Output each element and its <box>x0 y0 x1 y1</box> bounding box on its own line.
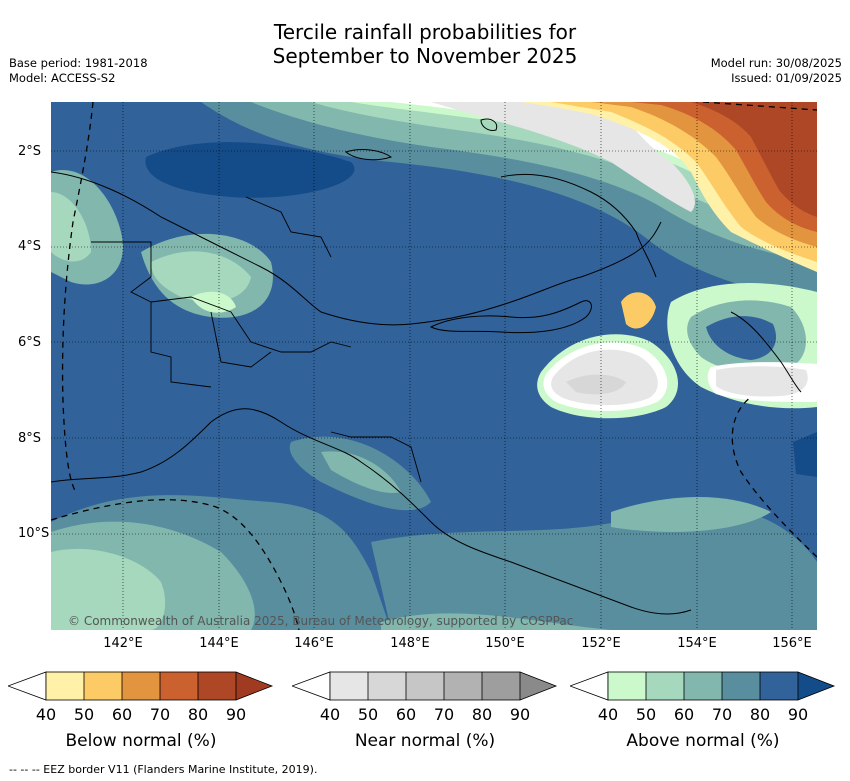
graticule <box>51 102 817 630</box>
near-normal-extend-high <box>520 672 556 700</box>
below-normal-swatch-70 <box>160 672 198 700</box>
above-normal-90-patch <box>145 142 355 198</box>
above-normal-swatch-80 <box>760 672 798 700</box>
tick-label: 60 <box>673 705 695 724</box>
tick-label: 40 <box>35 705 57 724</box>
lon-label-156e: 156°E <box>772 636 812 651</box>
above-normal-swatch-40 <box>608 672 646 700</box>
copyright-notice: © Commonwealth of Australia 2025, Bureau… <box>68 614 574 628</box>
tick-label: 70 <box>149 705 171 724</box>
near-normal-50-east <box>566 374 626 395</box>
lon-label-142e: 142°E <box>103 636 143 651</box>
tick-label: 50 <box>635 705 657 724</box>
near-normal-swatch-80 <box>482 672 520 700</box>
near-normal-swatch-70 <box>444 672 482 700</box>
above-normal-extend-high <box>798 672 834 700</box>
tick-label: 70 <box>433 705 455 724</box>
rainfall-probability-map <box>51 102 817 630</box>
tick-label: 70 <box>711 705 733 724</box>
above-normal-swatch-60 <box>684 672 722 700</box>
above-normal-swatch-50 <box>646 672 684 700</box>
tick-label: 80 <box>749 705 771 724</box>
lat-label-2s: 2°S <box>18 144 42 159</box>
lon-label-152e: 152°E <box>581 636 621 651</box>
meta-right: Model run: 30/08/2025 Issued: 01/09/2025 <box>711 56 842 86</box>
title-line-1: Tercile rainfall probabilities for <box>273 20 577 44</box>
above-normal-60-southeast <box>611 497 771 532</box>
map-canvas <box>51 102 817 630</box>
lat-label-8s: 8°S <box>18 431 42 446</box>
lat-label-10s: 10°S <box>18 526 50 541</box>
below-normal-swatch-80 <box>198 672 236 700</box>
map-title: Tercile rainfall probabilities for Septe… <box>0 20 850 68</box>
eez-footnote: -- -- -- EEZ border V11 (Flanders Marine… <box>9 763 318 776</box>
above-normal-80-bougainville <box>706 316 777 360</box>
near-normal-swatch-50 <box>368 672 406 700</box>
lon-label-144e: 144°E <box>199 636 239 651</box>
above-normal-50-west <box>51 192 91 262</box>
coastlines <box>51 118 802 615</box>
below-normal-swatch-40 <box>46 672 84 700</box>
below-normal-80-northeast <box>691 102 817 217</box>
base-period: Base period: 1981-2018 <box>9 56 148 70</box>
meta-left: Base period: 1981-2018 Model: ACCESS-S2 <box>9 56 148 86</box>
above-normal-70-south <box>371 505 817 630</box>
above-normal-60-south <box>381 613 611 630</box>
tick-label: 40 <box>319 705 341 724</box>
tick-label: 90 <box>787 705 809 724</box>
above-normal-40-highlands <box>191 291 236 313</box>
below-normal-title: Below normal (%) <box>65 731 217 751</box>
lon-label-146e: 146°E <box>294 636 334 651</box>
tick-label: 50 <box>357 705 379 724</box>
near-normal-40-north <box>431 102 695 212</box>
issued-date: Issued: 01/09/2025 <box>731 71 842 85</box>
model-name: Model: ACCESS-S2 <box>9 71 116 85</box>
above-normal-50-highlands <box>151 251 251 302</box>
tick-label: 40 <box>597 705 619 724</box>
tick-label: 60 <box>395 705 417 724</box>
tick-label: 80 <box>187 705 209 724</box>
tick-label: 90 <box>225 705 247 724</box>
eez-borders <box>51 102 817 630</box>
above-normal-extend-low <box>570 671 609 701</box>
lon-label-150e: 150°E <box>485 636 525 651</box>
province-borders <box>91 196 422 483</box>
near-normal-title: Near normal (%) <box>354 731 496 751</box>
above-normal-50-southwest <box>51 548 166 630</box>
tick-label: 50 <box>73 705 95 724</box>
lon-label-154e: 154°E <box>677 636 717 651</box>
below-normal-swatch-60 <box>122 672 160 700</box>
lat-label-6s: 6°S <box>18 335 42 350</box>
near-normal-40-bougainville <box>716 366 808 397</box>
below-normal-extend-low <box>8 671 47 701</box>
lon-label-148e: 148°E <box>390 636 430 651</box>
below-normal-extend-high <box>236 672 272 700</box>
tick-label: 90 <box>509 705 531 724</box>
lat-label-4s: 4°S <box>18 239 42 254</box>
model-run: Model run: 30/08/2025 <box>710 56 842 70</box>
above-normal-60-central <box>321 451 401 493</box>
below-normal-50-east <box>621 292 656 329</box>
near-normal-extend-low <box>292 671 331 701</box>
tick-label: 60 <box>111 705 133 724</box>
above-normal-90-patch-east <box>793 432 817 477</box>
near-normal-swatch-60 <box>406 672 444 700</box>
below-normal-swatch-50 <box>84 672 122 700</box>
tick-label: 80 <box>471 705 493 724</box>
near-normal-colorbar <box>292 671 558 701</box>
above-normal-title: Above normal (%) <box>626 731 780 751</box>
below-normal-colorbar <box>8 671 274 701</box>
above-normal-swatch-70 <box>722 672 760 700</box>
near-normal-swatch-40 <box>330 672 368 700</box>
title-line-2: September to November 2025 <box>272 44 578 68</box>
above-normal-colorbar <box>570 671 836 701</box>
